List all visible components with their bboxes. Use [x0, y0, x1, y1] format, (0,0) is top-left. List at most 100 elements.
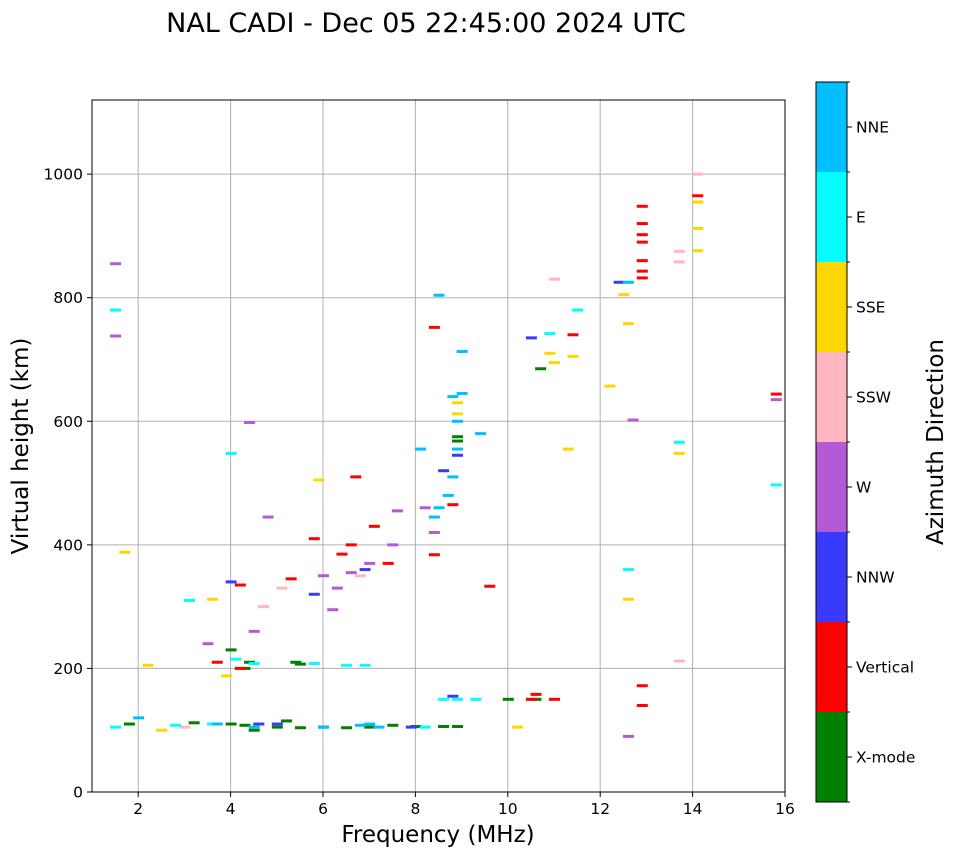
data-point	[285, 577, 297, 581]
colorbar-segment	[816, 172, 847, 262]
data-point	[110, 308, 122, 312]
data-point	[308, 661, 320, 665]
data-point	[211, 660, 223, 664]
chart-title: NAL CADI - Dec 05 22:45:00 2024 UTC	[166, 8, 686, 39]
series-nne	[133, 280, 634, 729]
data-point	[290, 660, 302, 664]
data-point	[313, 478, 325, 482]
data-point	[636, 269, 648, 273]
data-point	[225, 580, 237, 584]
colorbar-label: Vertical	[856, 659, 914, 677]
x-tick-label: 8	[410, 800, 420, 818]
data-point	[248, 725, 260, 729]
data-point	[451, 697, 463, 701]
colorbar-segment	[816, 712, 847, 802]
colorbar-frame	[815, 81, 848, 803]
data-point	[438, 725, 450, 729]
colorbar-segment	[816, 622, 847, 712]
data-point	[308, 592, 320, 596]
colorbar-label: X-mode	[856, 749, 915, 767]
series-w	[110, 262, 782, 738]
colorbar-segment	[816, 262, 847, 352]
data-point	[673, 659, 685, 663]
data-point	[549, 277, 560, 281]
data-point	[364, 561, 376, 565]
data-point	[276, 586, 288, 590]
data-point	[271, 722, 283, 726]
data-point	[359, 663, 371, 667]
data-point	[364, 725, 376, 729]
data-point	[562, 447, 574, 451]
x-tick-label: 2	[133, 800, 143, 818]
data-point	[341, 726, 353, 730]
data-point	[627, 418, 639, 422]
data-point	[447, 475, 459, 479]
data-point	[636, 684, 648, 688]
data-point	[428, 553, 440, 557]
data-point	[447, 503, 459, 507]
x-tick-label: 12	[590, 800, 610, 818]
data-point	[387, 723, 399, 727]
data-point	[451, 725, 463, 729]
data-point	[123, 722, 135, 726]
data-point	[470, 697, 482, 701]
data-point	[234, 666, 246, 670]
data-point	[618, 293, 630, 297]
x-tick-label: 6	[318, 800, 328, 818]
data-point	[451, 412, 463, 416]
series-sse	[119, 200, 704, 732]
colorbar-segment	[816, 442, 847, 532]
colorbar-label: SSW	[856, 389, 891, 407]
data-point	[512, 725, 524, 729]
data-point	[188, 721, 200, 725]
colorbar-segment	[816, 532, 847, 622]
data-point	[225, 451, 237, 455]
data-point	[770, 398, 782, 402]
data-point	[428, 515, 440, 519]
colorbar-label: E	[856, 209, 866, 227]
y-tick-label: 400	[53, 536, 83, 554]
data-point	[428, 325, 440, 329]
data-point	[770, 483, 782, 487]
data-point	[225, 648, 237, 652]
data-point	[327, 608, 339, 612]
data-point	[456, 349, 468, 353]
colorbar-label: NNE	[856, 119, 889, 137]
data-point	[636, 222, 648, 226]
data-point	[331, 586, 343, 590]
data-point	[475, 432, 487, 436]
x-axis: 2 4 6 8 10 12 14 16	[133, 792, 795, 818]
data-point	[281, 719, 293, 723]
series-x-mode	[123, 367, 547, 732]
data-point	[179, 725, 191, 729]
data-point	[525, 336, 537, 340]
data-point	[622, 568, 634, 572]
data-point	[622, 597, 634, 601]
data-point	[544, 332, 556, 336]
data-point	[447, 694, 459, 698]
data-point	[184, 598, 196, 602]
data-point	[391, 509, 403, 513]
data-point	[502, 697, 514, 701]
data-point	[257, 605, 269, 609]
data-point	[373, 725, 385, 729]
data-point	[613, 280, 625, 284]
data-point	[433, 506, 445, 510]
data-point	[442, 493, 454, 497]
data-point	[156, 728, 168, 732]
data-point	[202, 642, 214, 646]
data-point	[447, 395, 459, 399]
data-point	[368, 524, 380, 528]
data-point	[354, 574, 366, 578]
data-point	[692, 200, 704, 204]
data-point	[248, 661, 260, 665]
data-point	[354, 723, 366, 727]
data-point	[549, 361, 560, 365]
data-point	[451, 439, 463, 443]
data-point	[318, 725, 329, 729]
colorbar-segment	[816, 82, 847, 172]
data-point	[415, 447, 427, 451]
data-point	[535, 367, 547, 371]
series-nnw	[225, 280, 625, 729]
data-point	[110, 262, 122, 266]
